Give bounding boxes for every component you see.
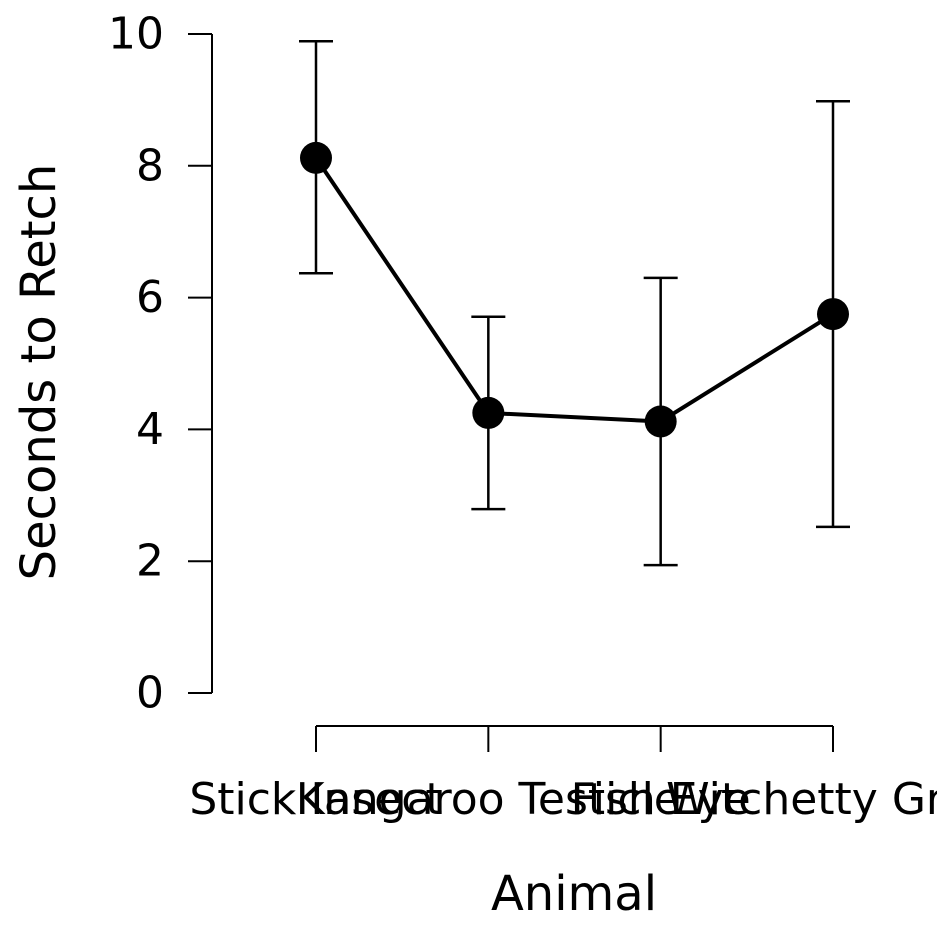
series-line xyxy=(314,156,835,424)
data-point xyxy=(472,396,505,429)
y-tick-label: 6 xyxy=(136,272,164,323)
x-tick-label: Kangaroo Testicle xyxy=(296,774,681,825)
x-tick-label: Fish Eye xyxy=(571,774,751,825)
y-tick-label: 10 xyxy=(108,9,164,60)
x-axis-title: Animal xyxy=(491,866,657,922)
data-point xyxy=(817,298,849,331)
y-tick-label: 4 xyxy=(136,404,164,455)
series-group xyxy=(299,39,850,567)
y-tick-label: 0 xyxy=(136,668,164,719)
y-tick-label: 8 xyxy=(136,140,164,191)
y-tick-label: 2 xyxy=(136,536,164,587)
x-tick-label: Stick Insect xyxy=(189,774,442,825)
data-point xyxy=(644,405,677,438)
y-axis-title: Seconds to Retch xyxy=(11,164,67,581)
data-point xyxy=(300,141,332,174)
x-tick-label: Witchetty Grub xyxy=(666,774,937,825)
y-axis: 0 2 4 6 8 10 xyxy=(108,9,213,719)
